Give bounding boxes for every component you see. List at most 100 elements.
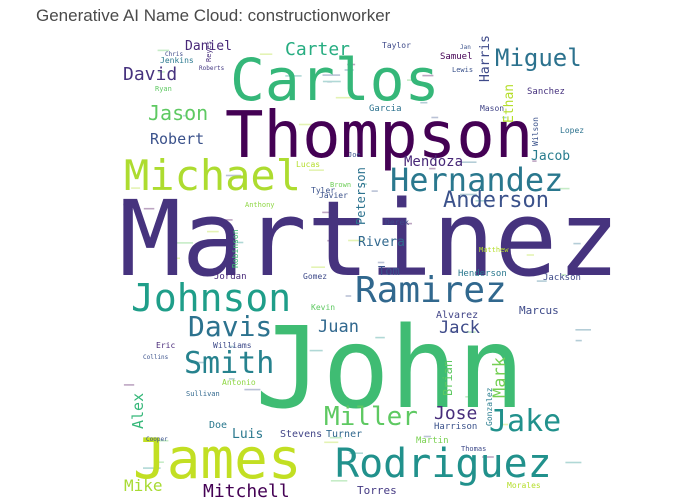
cloud-word-torres: Torres <box>357 484 397 497</box>
filler-mark <box>298 123 313 126</box>
cloud-word-wilson: Wilson <box>531 117 540 146</box>
filler-mark <box>156 439 169 442</box>
filler-mark <box>347 63 356 66</box>
filler-mark <box>322 211 334 214</box>
cloud-word-joe: Joe <box>348 151 361 159</box>
cloud-word-martin: Martin <box>416 436 449 446</box>
cloud-word-mark: Mark <box>490 357 510 398</box>
cloud-word-carter: Carter <box>285 39 350 60</box>
filler-mark <box>345 295 352 297</box>
filler-mark <box>375 336 385 339</box>
cloud-word-thomas: Thomas <box>461 445 486 453</box>
filler-mark <box>348 239 364 242</box>
cloud-word-taylor: Taylor <box>382 41 411 50</box>
cloud-word-williams: Williams <box>213 341 252 350</box>
filler-mark <box>420 101 428 104</box>
cloud-word-john: John <box>255 304 525 434</box>
filler-mark <box>349 452 363 454</box>
filler-mark <box>232 241 244 244</box>
filler-mark <box>371 190 378 192</box>
filler-mark <box>219 219 233 221</box>
cloud-word-henderson: Henderson <box>458 269 507 279</box>
filler-mark <box>465 396 477 398</box>
filler-mark <box>228 345 235 348</box>
filler-marks <box>123 49 591 482</box>
cloud-word-morales: Morales <box>507 481 541 490</box>
filler-mark <box>324 441 339 444</box>
cloud-word-sullivan: Sullivan <box>186 390 220 398</box>
cloud-word-doe: Doe <box>209 420 227 431</box>
filler-mark <box>157 49 170 52</box>
cloud-word-mike: Mike <box>124 476 163 495</box>
cloud-word-jason: Jason <box>148 101 208 125</box>
cloud-word-jacob: Jacob <box>531 149 570 164</box>
filler-mark <box>423 435 431 438</box>
cloud-word-javier: Javier <box>319 191 348 200</box>
filler-mark <box>463 331 476 333</box>
filler-mark <box>431 116 439 119</box>
filler-mark <box>559 187 570 190</box>
cloud-word-rivera: Rivera <box>358 235 405 250</box>
cloud-word-peterson: Peterson <box>354 167 368 225</box>
filler-mark <box>449 330 458 333</box>
filler-mark <box>377 261 385 264</box>
cloud-word-james: James <box>133 427 302 492</box>
filler-mark <box>573 242 581 245</box>
filler-mark <box>459 161 477 163</box>
filler-mark <box>362 183 367 185</box>
cloud-word-lopez: Lopez <box>560 126 584 135</box>
cloud-word-antonio: Antonio <box>222 378 256 387</box>
cloud-word-cooper: Cooper <box>146 436 168 443</box>
cloud-word-collins: Collins <box>143 354 169 361</box>
filler-mark <box>502 116 507 119</box>
filler-mark <box>322 80 341 83</box>
filler-mark <box>285 75 302 77</box>
filler-mark <box>156 461 164 463</box>
cloud-word-mendoza: Mendoza <box>404 154 463 170</box>
filler-mark <box>225 174 241 177</box>
filler-mark <box>502 423 509 426</box>
cloud-word-jackson: Jackson <box>543 273 581 283</box>
cloud-word-jake: Jake <box>489 404 561 439</box>
cloud-word-ethan: Ethan <box>502 84 517 123</box>
cloud-word-derek: Derek <box>385 218 409 227</box>
cloud-word-thompson: Thompson <box>225 99 533 173</box>
filler-mark <box>565 461 582 464</box>
cloud-word-eric: Eric <box>156 341 175 350</box>
filler-mark <box>459 193 477 196</box>
filler-mark <box>131 187 141 189</box>
cloud-word-hernandez: Hernandez <box>390 161 563 199</box>
cloud-word-stevens: Stevens <box>280 429 322 440</box>
filler-mark <box>482 456 494 458</box>
cloud-word-jack: Jack <box>439 318 480 338</box>
cloud-word-jose: Jose <box>434 403 477 424</box>
cloud-word-martinez: Martinez <box>119 178 620 300</box>
cloud-word-daniel: Daniel <box>185 39 232 54</box>
cloud-word-luis: Luis <box>232 427 263 442</box>
filler-mark <box>536 280 547 282</box>
cloud-word-sanchez: Sanchez <box>527 87 565 97</box>
filler-mark <box>182 114 187 117</box>
filler-mark <box>327 81 332 83</box>
cloud-word-jan: Jan <box>460 44 471 51</box>
cloud-word-mason: Mason <box>480 104 504 113</box>
cloud-word-johnson: Johnson <box>131 276 291 320</box>
cloud-word-tom: Tom <box>378 264 400 278</box>
cloud-word-anderson: Anderson <box>443 188 549 213</box>
filler-mark <box>532 160 537 162</box>
cloud-word-alex: Alex <box>129 393 147 429</box>
filler-mark <box>309 169 324 171</box>
filler-mark <box>170 257 180 260</box>
filler-mark <box>228 378 235 380</box>
filler-mark <box>259 53 273 55</box>
cloud-word-davis: Davis <box>188 310 272 343</box>
cloud-word-ryan: Ryan <box>155 85 172 93</box>
cloud-word-david: David <box>123 64 177 85</box>
filler-mark <box>175 449 189 451</box>
cloud-word-jordan: Jordan <box>214 272 247 282</box>
cloud-word-lewis: Lewis <box>452 66 473 74</box>
filler-mark <box>322 74 341 76</box>
filler-mark <box>526 254 534 256</box>
cloud-word-roberts: Roberts <box>199 65 225 72</box>
